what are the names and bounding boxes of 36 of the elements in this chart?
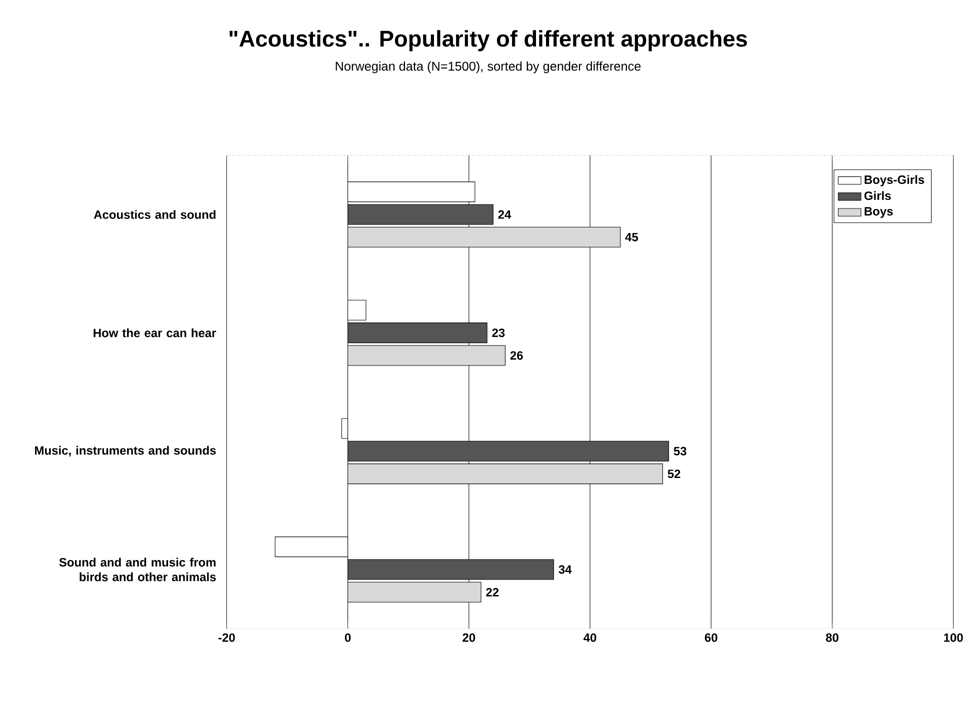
- x-tick-label: 80: [826, 633, 838, 642]
- data-label: 23: [492, 328, 505, 338]
- data-label: 24: [498, 210, 512, 219]
- data-label: 52: [668, 470, 680, 478]
- data-label: 53: [674, 446, 686, 456]
- y-tick-label: Sound and and music from birds and other animals: [59, 558, 216, 582]
- data-label: 45: [625, 232, 638, 242]
- x-tick-label: 40: [584, 633, 596, 642]
- x-tick-label: 0: [344, 633, 351, 642]
- bar: [348, 440, 669, 462]
- x-tick-label: 100: [944, 633, 963, 642]
- y-tick-label: How the ear can hear: [94, 328, 216, 338]
- chart-title: "Acoustics".. Popularity of different approaches: [230, 30, 747, 52]
- y-tick-label: Acoustics and sound: [94, 210, 216, 219]
- bar: [348, 300, 366, 320]
- legend-label: Girls: [864, 191, 891, 200]
- legend-label: Boys: [864, 207, 893, 218]
- data-label: 26: [510, 351, 523, 360]
- bar: [348, 182, 476, 202]
- legend-label: Boys-Girls: [864, 175, 924, 186]
- bar: [348, 345, 506, 366]
- y-tick-label: Music, instruments and sounds: [35, 446, 216, 456]
- bar: [348, 226, 621, 248]
- bar: [348, 204, 494, 225]
- bar: [348, 322, 488, 344]
- bar: [341, 418, 348, 439]
- bar: [348, 464, 663, 484]
- chart-subtitle: Norwegian data (N=1500), sorted by gender difference: [336, 61, 641, 74]
- bar: [274, 536, 348, 558]
- data-label: 34: [558, 565, 572, 574]
- x-tick-label: -20: [218, 633, 235, 642]
- bar: [348, 582, 482, 602]
- x-tick-label: 60: [704, 633, 718, 642]
- x-tick-label: 20: [462, 633, 476, 642]
- data-label: 22: [486, 588, 499, 596]
- bar: [348, 559, 554, 580]
